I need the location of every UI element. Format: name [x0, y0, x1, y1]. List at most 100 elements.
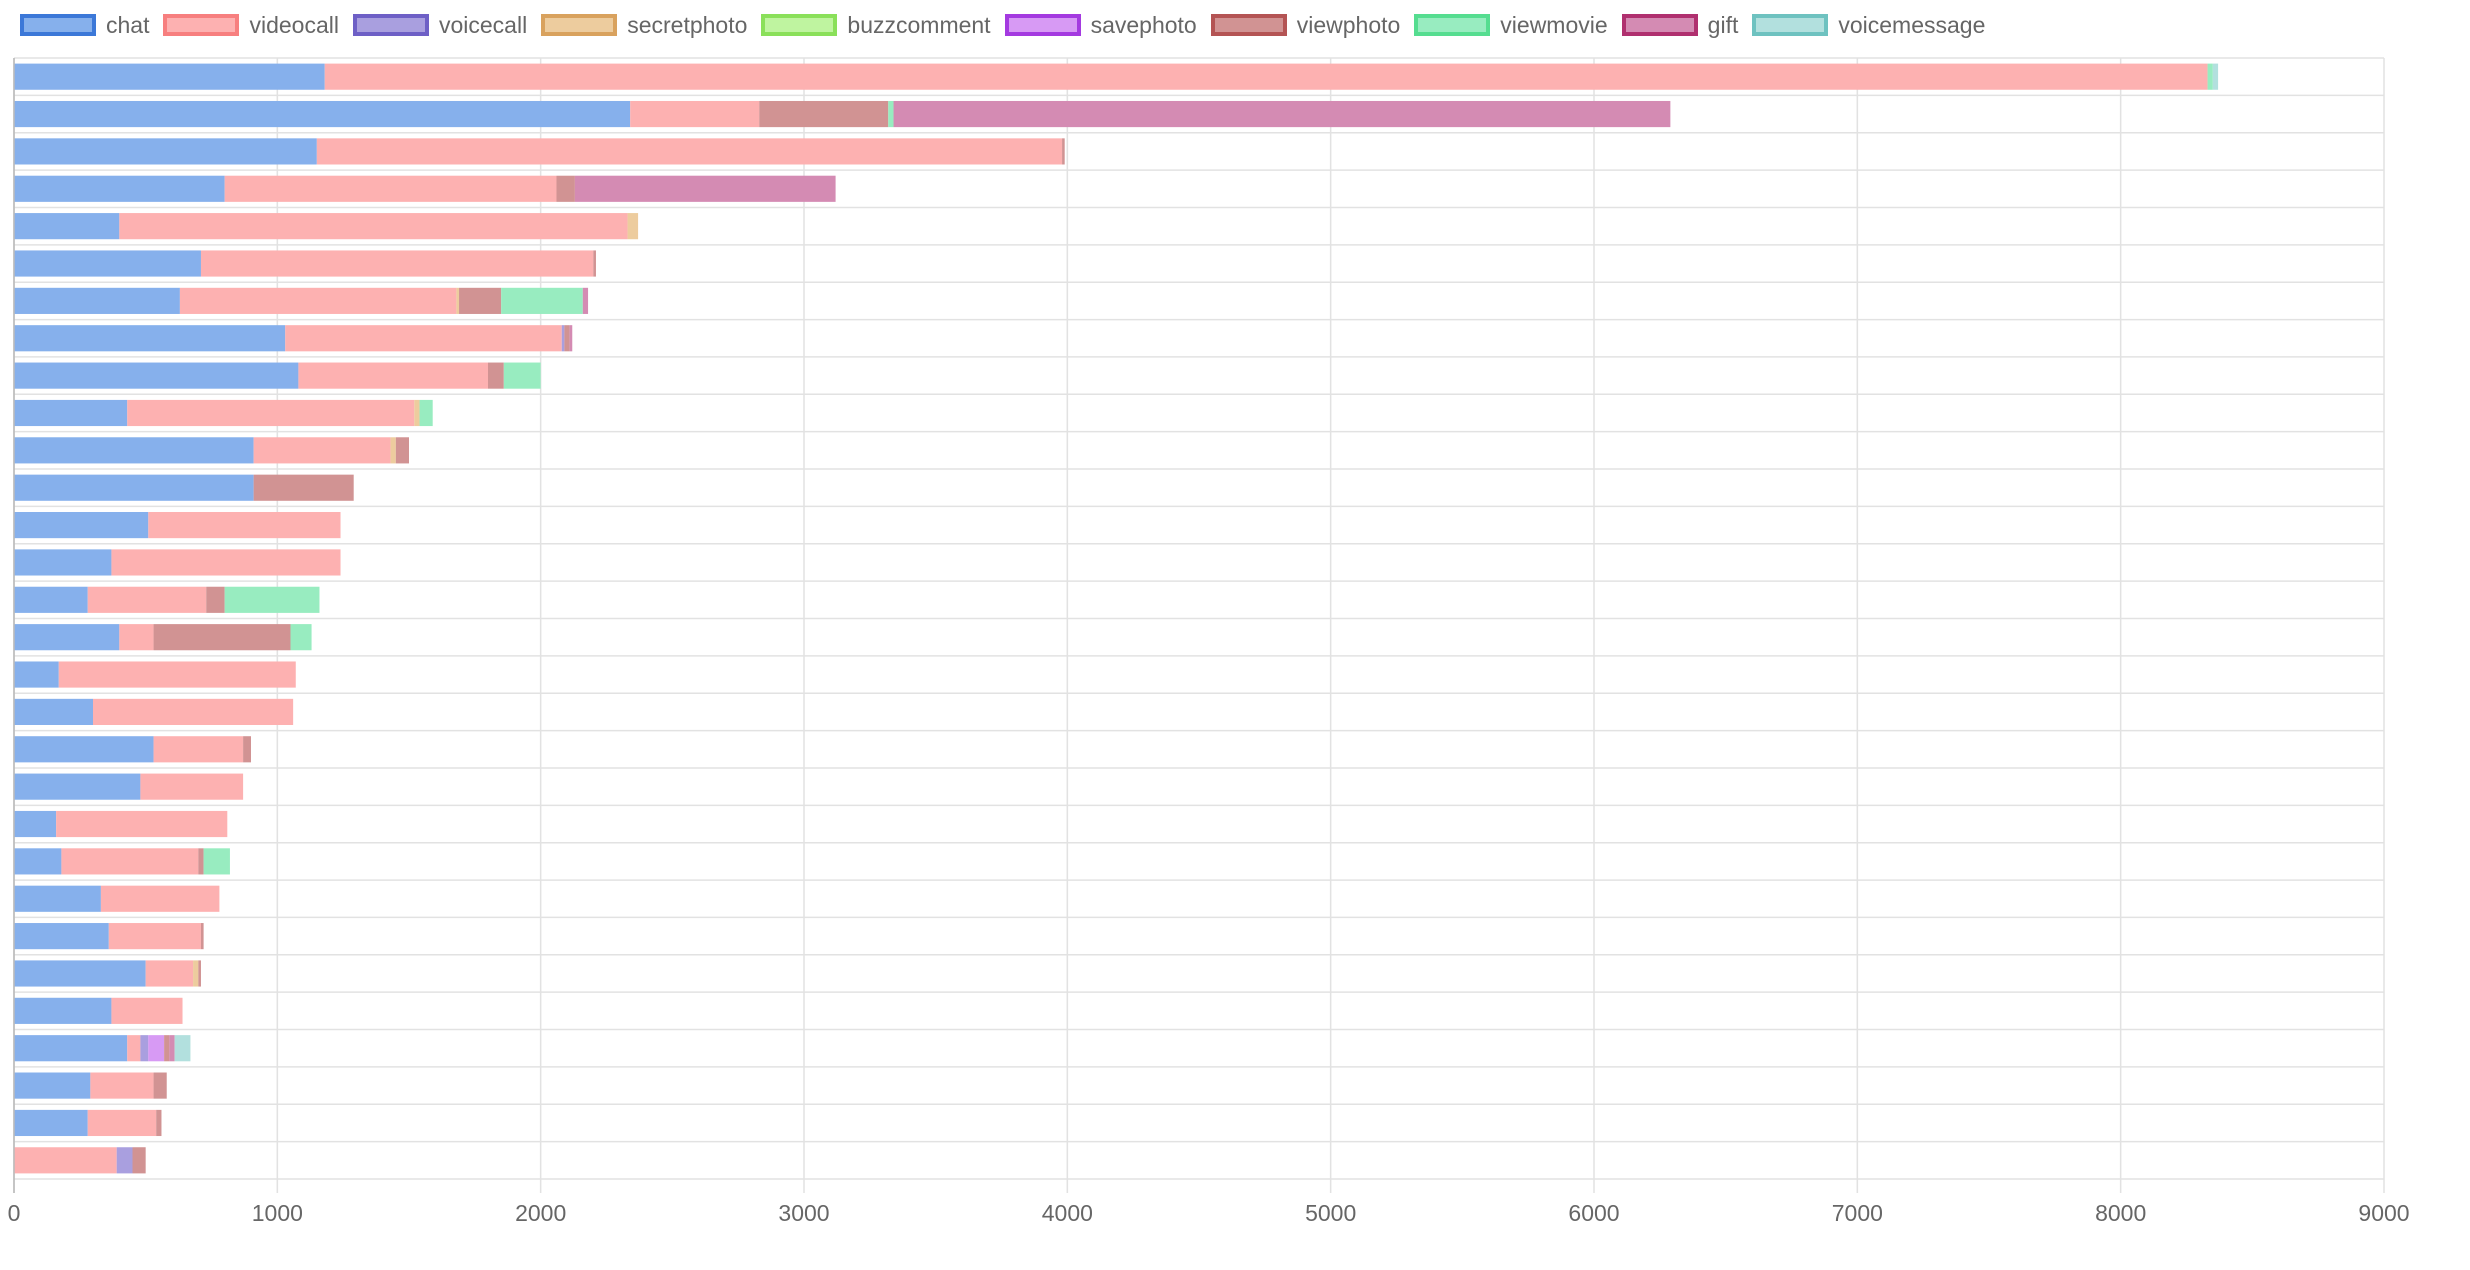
bar-segment-videocall[interactable]	[61, 848, 199, 875]
bar-segment-chat[interactable]	[14, 810, 57, 838]
bar-segment-viewmovie[interactable]	[503, 362, 541, 389]
bar-segment-chat[interactable]	[14, 773, 141, 800]
bar-segment-secretphoto[interactable]	[456, 287, 460, 314]
bar-segment-viewmovie[interactable]	[203, 848, 230, 875]
bar-segment-videocall[interactable]	[108, 923, 201, 950]
bar-segment-videocall[interactable]	[90, 1072, 154, 1099]
bar-segment-videocall[interactable]	[224, 175, 557, 202]
bar-segment-videocall[interactable]	[127, 399, 415, 427]
bar-segment-savephoto[interactable]	[148, 1035, 165, 1062]
bar-segment-chat[interactable]	[14, 586, 88, 613]
bar-segment-videocall[interactable]	[324, 63, 2208, 90]
bar-segment-videocall[interactable]	[87, 1109, 157, 1137]
bar-segment-viewphoto[interactable]	[564, 325, 570, 352]
bar-segment-chat[interactable]	[14, 549, 112, 576]
bar-segment-videocall[interactable]	[298, 362, 488, 389]
bar-segment-viewphoto[interactable]	[556, 175, 575, 202]
bar-segment-videocall[interactable]	[630, 100, 760, 128]
bar-segment-videocall[interactable]	[253, 437, 391, 464]
bar-segment-voicecall[interactable]	[116, 1147, 133, 1174]
bar-segment-secretphoto[interactable]	[414, 399, 420, 427]
bar-segment-chat[interactable]	[14, 63, 325, 90]
bar-segment-videocall[interactable]	[87, 586, 207, 613]
bar-segment-videocall[interactable]	[200, 250, 594, 277]
bar-segment-gift[interactable]	[169, 1035, 175, 1062]
bar-segment-videocall[interactable]	[14, 1147, 117, 1174]
bar-segment-chat[interactable]	[14, 736, 154, 763]
bar-segment-viewphoto[interactable]	[198, 848, 204, 875]
legend-item-gift[interactable]: gift	[1621, 12, 1738, 39]
bar-segment-videocall[interactable]	[119, 213, 628, 240]
bar-segment-chat[interactable]	[14, 624, 120, 651]
bar-segment-videocall[interactable]	[140, 773, 244, 800]
bar-segment-videocall[interactable]	[127, 1035, 141, 1062]
legend-item-voicecall[interactable]: voicecall	[352, 12, 527, 39]
bar-segment-chat[interactable]	[14, 399, 128, 427]
bar-segment-chat[interactable]	[14, 213, 120, 240]
bar-segment-secretphoto[interactable]	[193, 960, 199, 987]
bar-segment-chat[interactable]	[14, 437, 254, 464]
bar-segment-viewmovie[interactable]	[2207, 63, 2213, 90]
bar-segment-chat[interactable]	[14, 1109, 88, 1137]
bar-segment-videocall[interactable]	[119, 624, 154, 651]
bar-segment-voicecall[interactable]	[561, 325, 565, 352]
bar-segment-videocall[interactable]	[100, 885, 220, 912]
bar-segment-gift[interactable]	[582, 287, 589, 314]
legend-item-videocall[interactable]: videocall	[163, 12, 339, 39]
bar-segment-viewphoto[interactable]	[243, 736, 251, 763]
bar-segment-voicemessage[interactable]	[174, 1035, 191, 1062]
bar-segment-viewmovie[interactable]	[290, 624, 312, 651]
bar-segment-chat[interactable]	[14, 138, 317, 165]
bar-segment-viewphoto[interactable]	[153, 624, 291, 651]
bar-segment-videocall[interactable]	[145, 960, 194, 987]
bar-segment-viewphoto[interactable]	[395, 437, 409, 464]
bar-segment-chat[interactable]	[14, 512, 149, 539]
bar-segment-voicemessage[interactable]	[2212, 63, 2219, 90]
bar-segment-viewphoto[interactable]	[1062, 138, 1065, 165]
bar-segment-viewphoto[interactable]	[132, 1147, 146, 1174]
legend-item-viewphoto[interactable]: viewphoto	[1210, 12, 1400, 39]
bar-segment-chat[interactable]	[14, 698, 93, 725]
bar-segment-chat[interactable]	[14, 997, 112, 1024]
bar-segment-chat[interactable]	[14, 325, 286, 352]
bar-segment-gift[interactable]	[893, 100, 1671, 128]
bar-segment-viewmovie[interactable]	[501, 287, 583, 314]
bar-segment-secretphoto[interactable]	[627, 213, 639, 240]
legend-item-buzzcomment[interactable]: buzzcomment	[761, 12, 991, 39]
bar-segment-chat[interactable]	[14, 885, 101, 912]
bar-segment-viewphoto[interactable]	[153, 1072, 167, 1099]
bar-segment-videocall[interactable]	[316, 138, 1063, 165]
bar-segment-chat[interactable]	[14, 960, 146, 987]
legend-item-secretphoto[interactable]: secretphoto	[541, 12, 747, 39]
bar-segment-gift[interactable]	[574, 175, 836, 202]
bar-segment-secretphoto[interactable]	[390, 437, 396, 464]
bar-segment-voicecall[interactable]	[140, 1035, 149, 1062]
legend-item-savephoto[interactable]: savephoto	[1004, 12, 1197, 39]
bar-segment-chat[interactable]	[14, 474, 254, 501]
bar-segment-chat[interactable]	[14, 848, 62, 875]
legend-item-viewmovie[interactable]: viewmovie	[1414, 12, 1608, 39]
bar-segment-videocall[interactable]	[56, 810, 228, 838]
bar-segment-videocall[interactable]	[179, 287, 457, 314]
bar-segment-chat[interactable]	[14, 1035, 128, 1062]
legend-item-chat[interactable]: chat	[20, 12, 149, 39]
bar-segment-viewphoto[interactable]	[459, 287, 502, 314]
bar-segment-videocall[interactable]	[58, 661, 296, 688]
bar-segment-viewphoto[interactable]	[488, 362, 504, 389]
bar-segment-gift[interactable]	[569, 325, 573, 352]
bar-segment-videocall[interactable]	[111, 997, 183, 1024]
bar-segment-chat[interactable]	[14, 175, 225, 202]
bar-segment-viewphoto[interactable]	[253, 474, 354, 501]
bar-segment-viewphoto[interactable]	[759, 100, 889, 128]
bar-segment-chat[interactable]	[14, 287, 180, 314]
bar-segment-videocall[interactable]	[148, 512, 341, 539]
bar-segment-viewphoto[interactable]	[200, 923, 204, 950]
bar-segment-chat[interactable]	[14, 923, 109, 950]
bar-segment-chat[interactable]	[14, 1072, 91, 1099]
bar-segment-chat[interactable]	[14, 100, 631, 128]
bar-segment-chat[interactable]	[14, 362, 299, 389]
bar-segment-videocall[interactable]	[111, 549, 341, 576]
bar-segment-chat[interactable]	[14, 661, 59, 688]
bar-segment-viewmovie[interactable]	[888, 100, 894, 128]
bar-segment-viewphoto[interactable]	[206, 586, 225, 613]
